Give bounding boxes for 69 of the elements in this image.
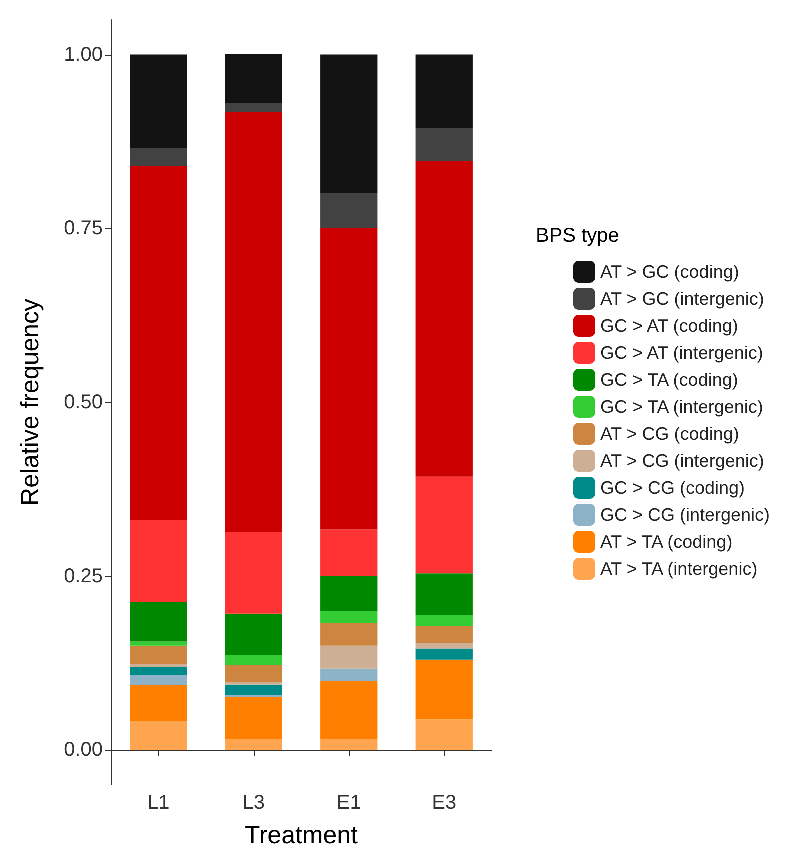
legend-label: GC > TA (intergenic) [600, 397, 764, 417]
bar [225, 532, 282, 614]
bar [225, 697, 282, 740]
bar [225, 739, 282, 750]
legend-label: AT > GC (coding) [600, 262, 740, 282]
bar [225, 103, 282, 112]
bar [416, 643, 473, 649]
bar [130, 602, 188, 642]
bar [320, 646, 378, 669]
x-tick-label: L1 [148, 792, 170, 814]
bar [225, 684, 282, 696]
bar [416, 615, 473, 626]
legend-label: GC > AT (coding) [600, 316, 738, 336]
bar [320, 681, 378, 740]
bar [225, 682, 282, 685]
bar [130, 642, 188, 646]
bar [225, 54, 282, 104]
legend-title: BPS type [536, 225, 620, 247]
y-axis-title: Relative frequency [16, 298, 44, 506]
bar [130, 686, 188, 722]
x-axis-title: Treatment [244, 822, 358, 850]
bar [320, 576, 378, 612]
bar [416, 54, 473, 128]
bar [320, 668, 378, 682]
bar [130, 646, 188, 664]
bar [320, 54, 378, 194]
bar [130, 667, 188, 676]
bar [320, 622, 378, 646]
bar [416, 476, 473, 574]
bar [416, 161, 473, 477]
bar [130, 54, 188, 148]
bar [416, 626, 473, 644]
legend-label: GC > AT (intergenic) [600, 343, 764, 363]
y-tick-label: 0.25 [64, 565, 103, 588]
bar [130, 721, 188, 750]
legend-label: AT > TA (coding) [600, 532, 733, 552]
bar [320, 228, 378, 530]
bar [130, 664, 188, 668]
legend-label: AT > CG (intergenic) [600, 451, 764, 471]
bar [225, 665, 282, 682]
bar [416, 660, 473, 720]
bar [320, 611, 378, 623]
legend-label: GC > CG (intergenic) [600, 505, 770, 525]
legend-label: AT > TA (intergenic) [600, 559, 758, 579]
bar [320, 530, 378, 576]
legend-label: AT > GC (intergenic) [600, 289, 764, 309]
legend-label: GC > TA (coding) [600, 370, 738, 390]
bar [130, 675, 188, 686]
bar [130, 520, 188, 602]
bar [130, 166, 188, 520]
bar [416, 574, 473, 616]
legend-label: AT > CG (coding) [600, 424, 740, 444]
bar [416, 128, 473, 162]
bar [225, 614, 282, 655]
bar [320, 739, 378, 750]
bar [416, 648, 473, 660]
x-tick-label: E1 [336, 792, 362, 814]
y-tick-label: 1.00 [64, 44, 103, 66]
y-tick-label: 0.75 [64, 218, 103, 240]
y-tick-label: 0.50 [64, 392, 103, 414]
y-tick-label: 0.00 [64, 739, 103, 762]
bar [320, 193, 378, 228]
bar [130, 148, 188, 166]
bar [416, 720, 473, 750]
x-tick-label: L3 [242, 792, 265, 814]
x-tick-label: E3 [432, 792, 457, 814]
bar [225, 654, 282, 666]
bar [225, 112, 282, 533]
legend-label: GC > CG (coding) [600, 478, 745, 498]
